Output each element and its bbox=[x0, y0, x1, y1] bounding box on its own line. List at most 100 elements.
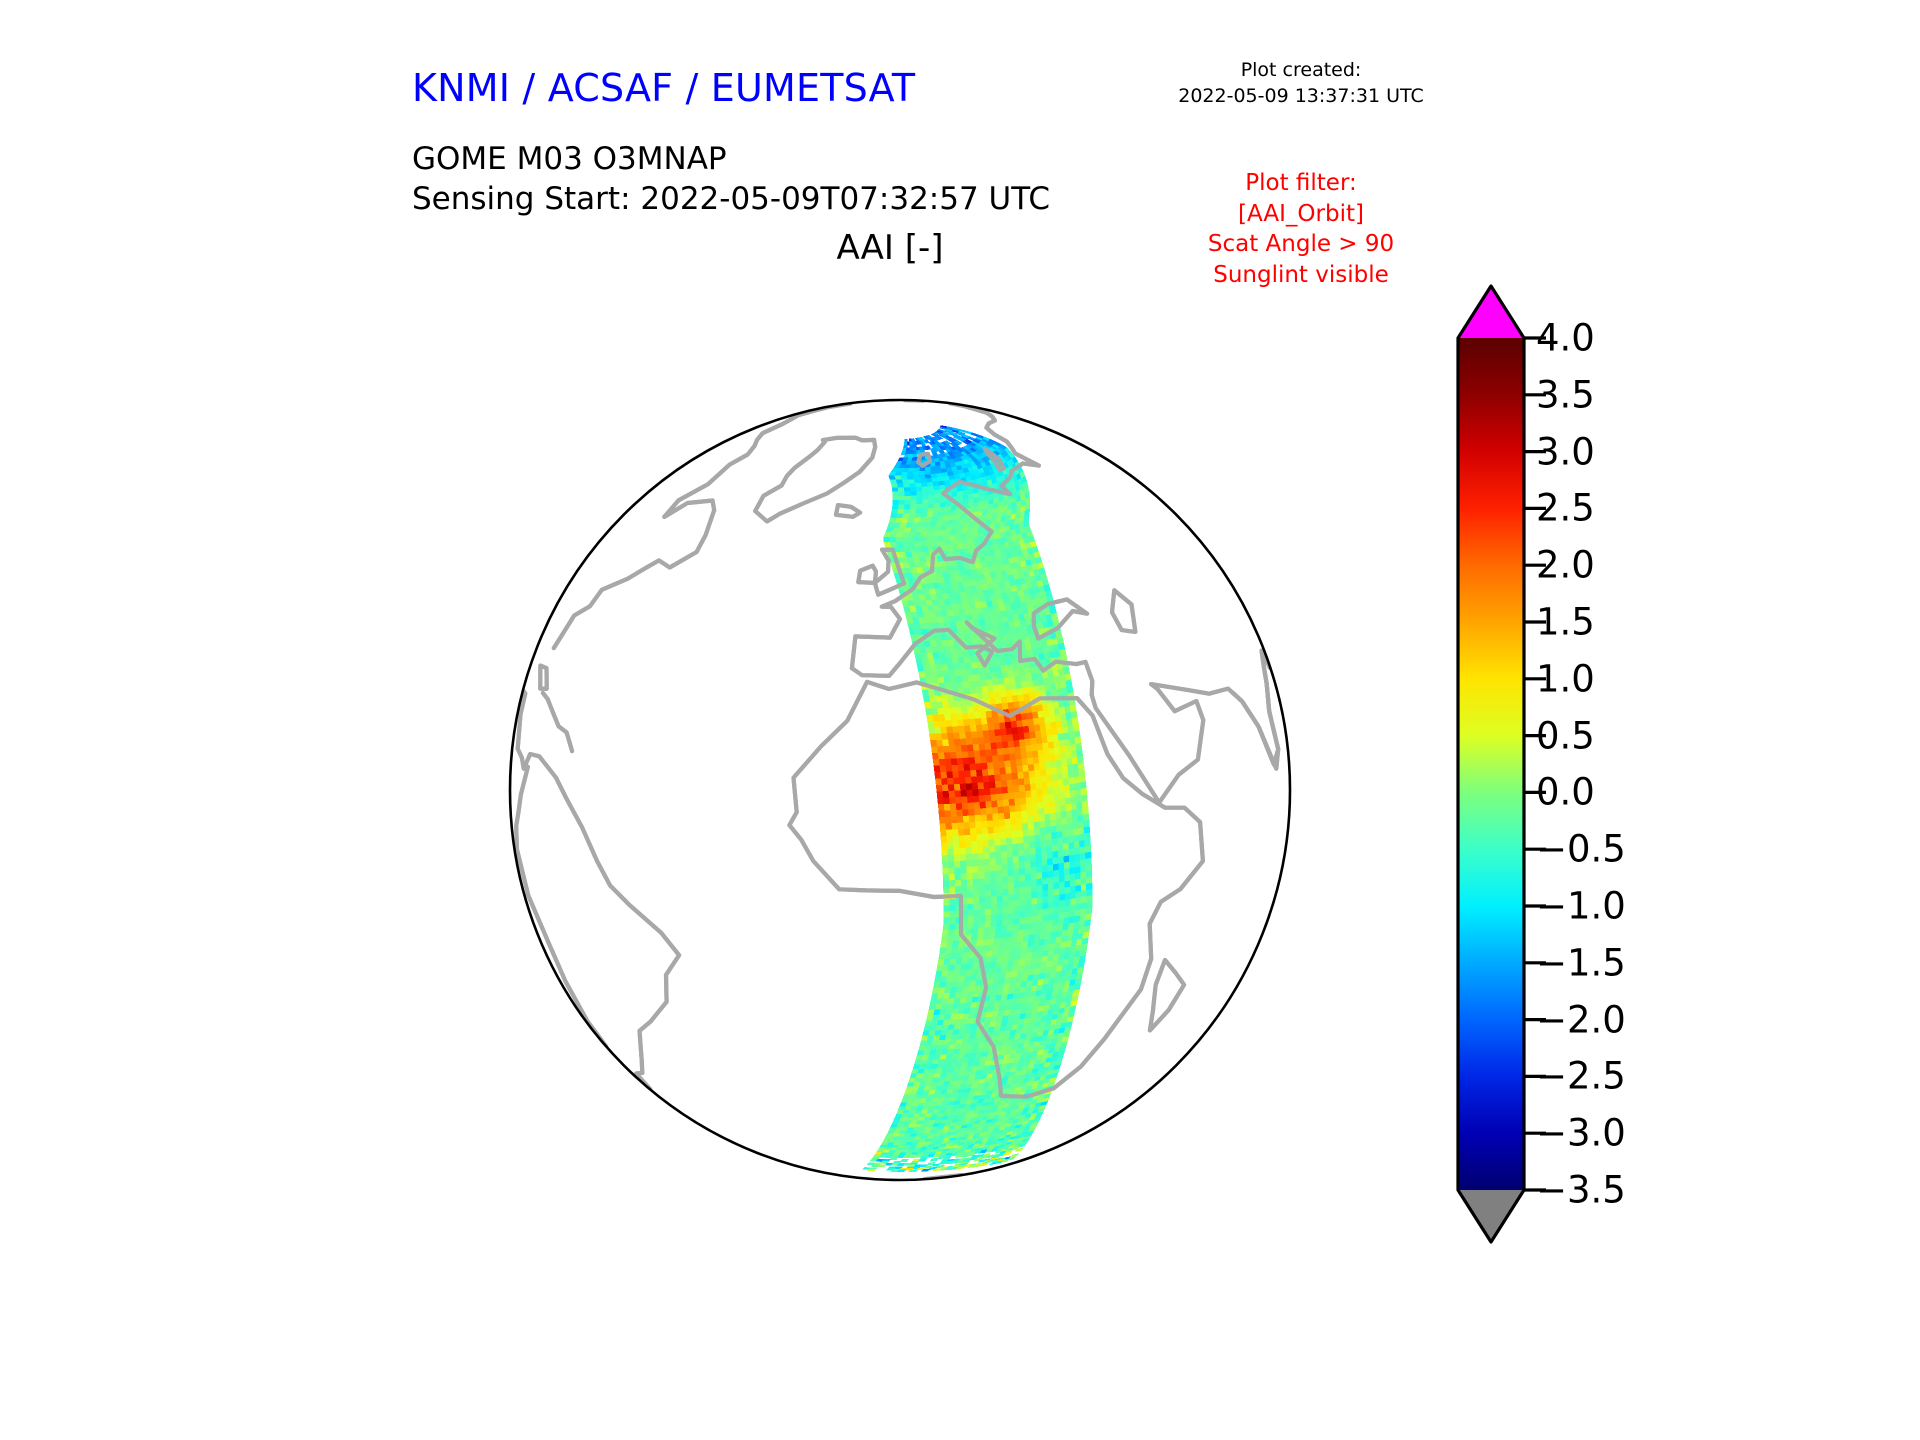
swath-pixel bbox=[1006, 844, 1014, 852]
swath-pixel bbox=[925, 536, 933, 543]
swath-pixel bbox=[1023, 835, 1031, 844]
swath-pixel bbox=[968, 815, 977, 823]
swath-pixel bbox=[956, 815, 965, 824]
swath-pixel bbox=[1002, 882, 1010, 891]
swath-pixel bbox=[995, 857, 1003, 866]
swath-pixel bbox=[1005, 831, 1013, 840]
swath-pixel bbox=[991, 806, 1000, 815]
colorbar-tick-label: −3.5 bbox=[1536, 1168, 1626, 1212]
colorbar-tick-label: 3.5 bbox=[1536, 373, 1595, 417]
swath-pixel bbox=[1008, 881, 1015, 890]
swath-pixel bbox=[989, 858, 997, 867]
swath-pixel bbox=[915, 503, 924, 510]
swath-pixel bbox=[974, 808, 982, 817]
swath-pixel bbox=[996, 907, 1004, 916]
swath-pixel bbox=[978, 795, 987, 803]
swath-pixel bbox=[964, 841, 973, 849]
swath-pixel bbox=[951, 816, 959, 824]
swath-pixel bbox=[1007, 856, 1014, 865]
swath-pixel bbox=[973, 891, 981, 899]
swath-pixel bbox=[1035, 853, 1043, 862]
swath-pixel bbox=[966, 872, 974, 881]
swath-pixel bbox=[909, 504, 918, 510]
swath-pixel bbox=[970, 834, 978, 843]
swath-pixel bbox=[973, 903, 981, 911]
swath-pixel bbox=[949, 886, 957, 894]
swath-pixel bbox=[896, 1169, 907, 1172]
swath-pixel bbox=[960, 860, 968, 869]
swath-pixel bbox=[1021, 816, 1029, 825]
swath-pixel bbox=[984, 883, 992, 892]
swath-pixel bbox=[960, 879, 968, 887]
swath-pixel bbox=[942, 880, 951, 888]
swath-pixel bbox=[969, 828, 978, 836]
swath-pixel bbox=[1041, 871, 1049, 880]
swath-pixel bbox=[1016, 829, 1025, 838]
swath-pixel bbox=[916, 499, 924, 506]
swath-pixel bbox=[910, 499, 918, 506]
swath-pixel bbox=[978, 884, 986, 892]
swath-pixel bbox=[892, 495, 900, 502]
swath-pixel bbox=[974, 814, 983, 823]
swath-pixel bbox=[919, 536, 927, 543]
swath-pixel bbox=[988, 839, 996, 848]
swath-pixel bbox=[944, 810, 952, 818]
swath-pixel bbox=[965, 847, 973, 856]
swath-pixel bbox=[946, 829, 954, 837]
swath-pixel bbox=[993, 826, 1001, 834]
swath-pixel bbox=[955, 803, 964, 811]
swath-pixel bbox=[889, 1156, 899, 1161]
swath-pixel bbox=[1012, 849, 1020, 858]
colorbar-svg bbox=[1456, 284, 1546, 1244]
swath-pixel bbox=[1014, 893, 1021, 902]
swath-pixel bbox=[1036, 865, 1043, 874]
swath-pixel bbox=[937, 804, 946, 812]
swath-pixel bbox=[960, 789, 968, 798]
swath-pixel bbox=[1009, 805, 1017, 814]
swath-pixel bbox=[929, 1158, 940, 1162]
swath-pixel bbox=[958, 835, 966, 843]
swath-pixel bbox=[1016, 817, 1024, 826]
swath-pixel bbox=[985, 801, 993, 809]
swath-pixel bbox=[1013, 862, 1020, 871]
swath-pixel bbox=[947, 854, 955, 863]
swath-pixel bbox=[949, 904, 957, 913]
swath-pixel bbox=[986, 813, 994, 822]
swath-pixel bbox=[1003, 812, 1012, 821]
swath-pixel bbox=[984, 871, 992, 880]
swath-pixel bbox=[1016, 823, 1024, 832]
swath-pixel bbox=[901, 537, 909, 543]
swath-pixel bbox=[1002, 876, 1009, 884]
swath-pixel bbox=[898, 495, 906, 502]
swath-pixel bbox=[943, 886, 951, 894]
swath-pixel bbox=[945, 823, 953, 831]
swath-pixel bbox=[942, 874, 950, 882]
swath-pixel bbox=[996, 889, 1004, 897]
plot-filter-block: Plot filter: [AAI_Orbit] Scat Angle > 90… bbox=[1150, 168, 1452, 290]
swath-pixel bbox=[987, 826, 995, 835]
swath-pixel bbox=[1007, 863, 1015, 871]
plot-created-label: Plot created: bbox=[1240, 59, 1362, 81]
swath-pixel bbox=[1006, 850, 1014, 859]
swath-pixel bbox=[973, 897, 981, 905]
swath-pixel bbox=[1002, 900, 1010, 909]
swath-pixel bbox=[979, 909, 987, 917]
swath-pixel bbox=[1017, 836, 1025, 845]
swath-pixel bbox=[972, 789, 980, 797]
swath-pixel bbox=[1008, 912, 1016, 921]
swath-pixel bbox=[948, 873, 956, 882]
swath-pixel bbox=[990, 883, 998, 892]
swath-pixel bbox=[1010, 817, 1018, 826]
swath-pixel bbox=[957, 822, 965, 831]
swath-pixel bbox=[979, 896, 987, 905]
swath-pixel bbox=[954, 439, 963, 445]
swath-pixel bbox=[959, 854, 967, 862]
swath-pixel bbox=[1000, 850, 1008, 859]
swath-pixel bbox=[1007, 869, 1015, 878]
swath-pixel bbox=[898, 500, 906, 506]
swath-pixel bbox=[984, 890, 992, 898]
swath-pixel bbox=[1004, 818, 1012, 827]
swath-pixel bbox=[982, 839, 990, 848]
swath-pixel bbox=[967, 903, 975, 912]
swath-pixel bbox=[956, 809, 964, 818]
